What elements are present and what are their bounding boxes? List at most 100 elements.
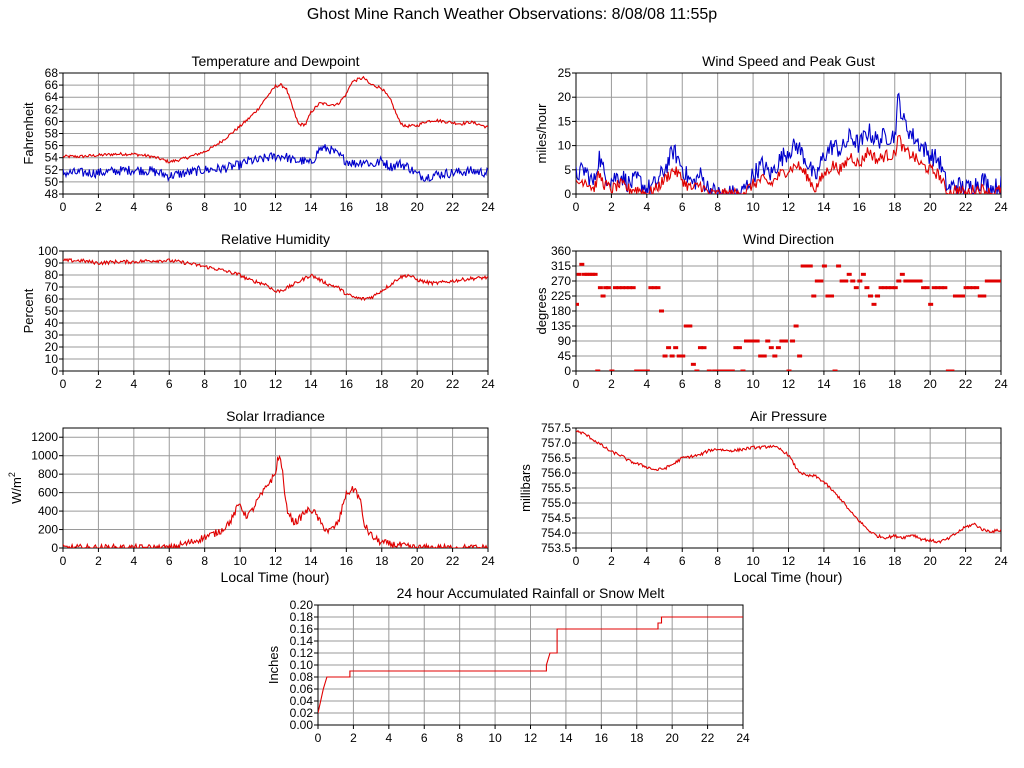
y-tick-label: 60 xyxy=(45,114,59,128)
chart-title: Solar Irradiance xyxy=(226,408,325,424)
data-point xyxy=(589,272,595,276)
x-tick-label: 0 xyxy=(573,554,580,568)
y-tick-label: 757.5 xyxy=(541,421,571,435)
y-tick-label: 756.0 xyxy=(541,466,571,480)
data-point xyxy=(579,262,585,266)
y-tick-label: 64 xyxy=(45,90,59,104)
data-point xyxy=(885,286,891,290)
y-tick-label: 5 xyxy=(564,163,571,177)
data-point xyxy=(981,294,987,298)
data-point xyxy=(644,369,650,371)
data-point xyxy=(616,286,622,290)
data-point xyxy=(758,354,764,358)
data-point xyxy=(609,369,615,371)
x-tick-label: 22 xyxy=(701,731,715,745)
data-point xyxy=(729,369,735,371)
data-point xyxy=(914,279,919,283)
y-tick-label: 0.16 xyxy=(290,622,314,636)
y-tick-label: 400 xyxy=(38,504,58,518)
x-tick-label: 10 xyxy=(746,200,760,214)
data-point xyxy=(576,272,582,276)
data-point xyxy=(999,279,1001,283)
y-tick-label: 0.12 xyxy=(290,646,314,660)
chart-title: Relative Humidity xyxy=(221,231,330,247)
y-tick-label: 50 xyxy=(45,304,59,318)
y-tick-label: 66 xyxy=(45,78,59,92)
chart-title: Wind Direction xyxy=(743,231,834,247)
x-tick-label: 0 xyxy=(573,200,580,214)
data-point xyxy=(612,286,618,290)
data-point xyxy=(687,324,693,328)
x-tick-label: 10 xyxy=(746,554,760,568)
data-point xyxy=(942,286,948,290)
data-point xyxy=(659,309,664,313)
data-point xyxy=(984,279,990,283)
y-tick-label: 52 xyxy=(45,163,59,177)
data-point xyxy=(814,279,820,283)
y-tick-label: 0.14 xyxy=(290,634,314,648)
data-point xyxy=(637,369,643,371)
data-point xyxy=(775,346,781,350)
x-tick-label: 8 xyxy=(201,377,208,391)
chart-title: Wind Speed and Peak Gust xyxy=(702,53,875,69)
data-point xyxy=(697,346,703,350)
x-tick-label: 18 xyxy=(888,200,902,214)
x-tick-label: 0 xyxy=(315,731,322,745)
x-tick-label: 10 xyxy=(488,731,502,745)
y-axis-label: W/m2 xyxy=(7,472,24,504)
y-tick-label: 100 xyxy=(38,244,58,258)
data-point xyxy=(751,339,757,343)
y-tick-label: 0.06 xyxy=(290,682,314,696)
x-tick-label: 6 xyxy=(166,377,173,391)
x-tick-label: 12 xyxy=(269,554,283,568)
data-point xyxy=(906,279,912,283)
data-point xyxy=(779,339,785,343)
x-tick-label: 8 xyxy=(201,200,208,214)
x-tick-label: 24 xyxy=(994,554,1008,568)
data-point xyxy=(945,369,951,371)
data-point xyxy=(829,294,834,298)
data-point xyxy=(726,369,732,371)
data-point xyxy=(744,339,749,343)
x-tick-label: 14 xyxy=(817,377,831,391)
y-tick-label: 270 xyxy=(551,274,571,288)
data-point xyxy=(600,294,606,298)
y-tick-label: 30 xyxy=(45,328,59,342)
x-tick-label: 12 xyxy=(782,554,796,568)
series-line-0 xyxy=(318,616,743,714)
data-point xyxy=(910,279,916,283)
series-line-1 xyxy=(576,134,1001,194)
x-tick-label: 6 xyxy=(679,377,686,391)
data-point xyxy=(680,354,686,358)
data-point xyxy=(931,286,937,290)
data-point xyxy=(662,354,668,358)
data-point xyxy=(952,294,958,298)
data-point xyxy=(581,272,587,276)
x-tick-label: 14 xyxy=(304,377,318,391)
data-point xyxy=(995,279,1001,283)
data-point xyxy=(846,272,852,276)
y-tick-label: 0.00 xyxy=(290,718,314,732)
data-point xyxy=(648,286,654,290)
y-tick-label: 200 xyxy=(38,523,58,537)
data-point xyxy=(967,286,973,290)
x-tick-label: 10 xyxy=(746,377,760,391)
x-tick-label: 10 xyxy=(233,377,247,391)
x-tick-label: 18 xyxy=(888,554,902,568)
y-tick-label: 180 xyxy=(551,304,571,318)
x-tick-label: 2 xyxy=(95,554,102,568)
data-point xyxy=(797,354,803,358)
data-point xyxy=(839,279,845,283)
data-point xyxy=(623,286,629,290)
data-point xyxy=(811,294,817,298)
data-point xyxy=(597,286,603,290)
x-tick-label: 4 xyxy=(643,554,650,568)
x-tick-label: 14 xyxy=(559,731,573,745)
chart-rain: 24 hour Accumulated Rainfall or Snow Mel… xyxy=(266,585,750,745)
y-axis-label: miles/hour xyxy=(534,103,549,164)
data-point xyxy=(857,279,863,283)
data-point xyxy=(804,264,810,268)
x-tick-label: 18 xyxy=(375,377,389,391)
x-tick-label: 16 xyxy=(340,377,354,391)
